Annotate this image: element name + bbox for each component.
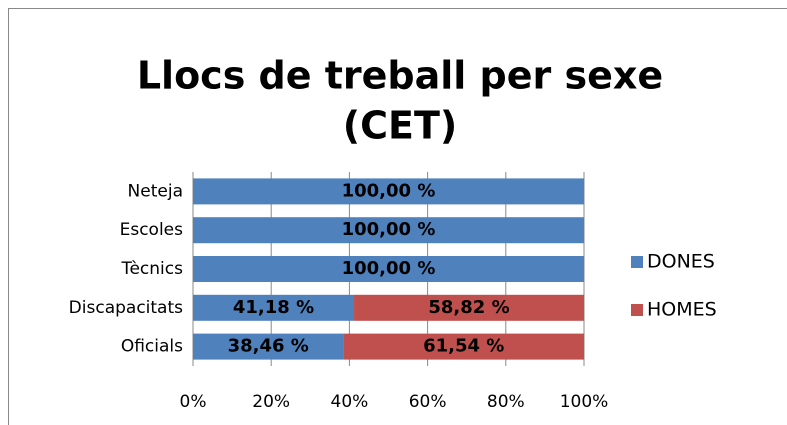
bar xyxy=(193,217,584,244)
legend-swatch xyxy=(631,256,643,268)
bar xyxy=(193,294,355,321)
chart-title: Llocs de treball per sexe xyxy=(137,54,663,98)
data-label: 100,00 % xyxy=(342,219,436,240)
x-tick-label: 0% xyxy=(180,392,207,412)
legend-label: HOMES xyxy=(647,299,717,321)
x-tick-label: 60% xyxy=(409,392,447,412)
chart-title: (CET) xyxy=(343,104,458,148)
y-tick-label: Tècnics xyxy=(120,259,183,279)
data-label: 100,00 % xyxy=(342,180,436,201)
legend-swatch xyxy=(631,304,643,316)
data-label: 61,54 % xyxy=(423,336,504,357)
data-label: 100,00 % xyxy=(342,258,436,279)
legend-label: DONES xyxy=(647,251,715,273)
x-tick-label: 20% xyxy=(252,392,290,412)
y-tick-label: Oficials xyxy=(121,337,183,357)
y-tick-label: Neteja xyxy=(128,181,183,201)
x-tick-label: 40% xyxy=(331,392,369,412)
bar xyxy=(193,178,584,205)
x-tick-label: 100% xyxy=(560,392,609,412)
bar xyxy=(193,333,344,360)
bar xyxy=(343,333,584,360)
data-label: 38,46 % xyxy=(228,336,309,357)
y-tick-label: Discapacitats xyxy=(69,298,183,318)
bar xyxy=(193,256,584,282)
data-label: 58,82 % xyxy=(428,297,509,318)
y-tick-label: Escoles xyxy=(120,220,184,240)
bar xyxy=(354,294,584,321)
x-tick-label: 80% xyxy=(487,392,525,412)
data-label: 41,18 % xyxy=(233,297,314,318)
